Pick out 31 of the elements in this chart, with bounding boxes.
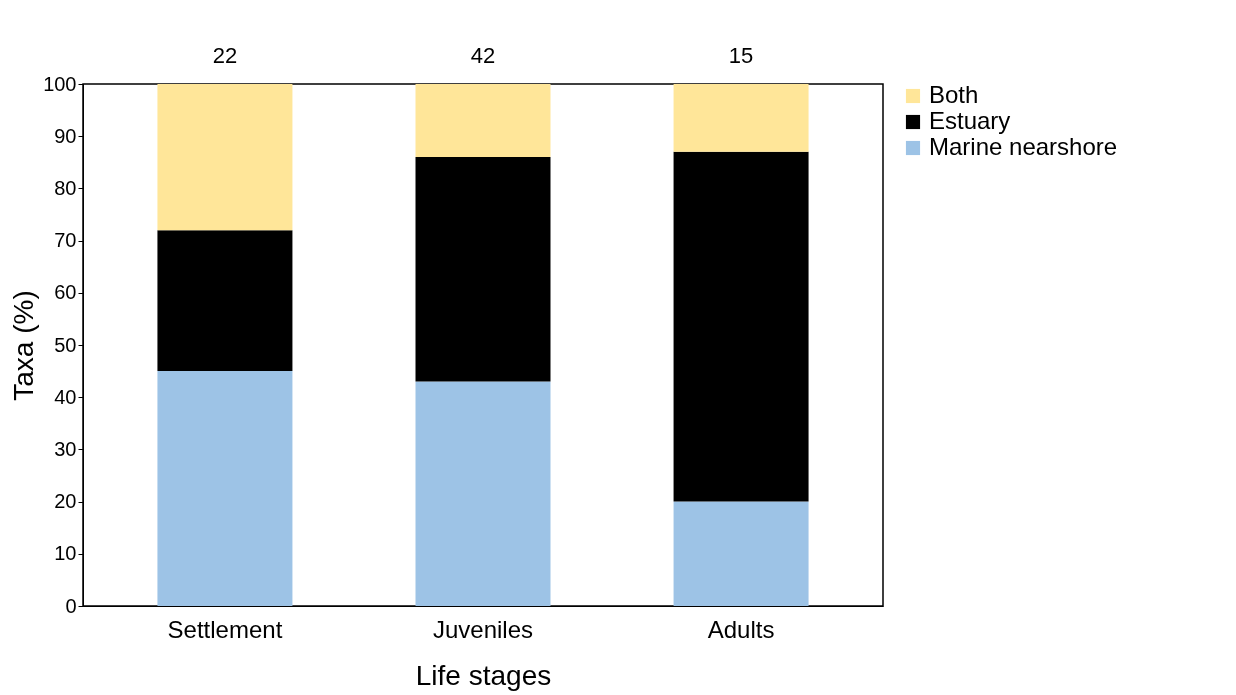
y-tick-label: 70 <box>54 229 77 252</box>
bar <box>415 157 551 382</box>
bar <box>673 501 809 606</box>
bar <box>415 84 551 158</box>
y-tick-label: 40 <box>54 385 77 408</box>
x-tick-label: Settlement <box>167 615 283 643</box>
annotation: 15 <box>728 43 754 68</box>
legend-label: Estuary <box>929 107 1011 134</box>
bar <box>415 381 551 606</box>
x-axis-title: Life stages <box>415 659 552 691</box>
y-tick-label: 60 <box>54 281 77 304</box>
y-tick-label: 30 <box>54 437 77 460</box>
bar <box>157 230 293 372</box>
legend-label: Marine nearshore <box>929 133 1118 160</box>
legend-label: Both <box>929 81 979 108</box>
x-tick-label: Juveniles <box>432 615 534 643</box>
bar <box>157 84 293 231</box>
y-tick-label: 20 <box>54 490 77 513</box>
y-tick-label: 100 <box>43 72 77 95</box>
bar <box>673 84 809 152</box>
y-tick-label: 10 <box>54 542 77 565</box>
y-axis-title: Taxa (%) <box>8 290 40 401</box>
y-tick-label: 80 <box>54 176 77 199</box>
y-tick-label: 0 <box>65 594 77 617</box>
x-tick-label: Adults <box>707 615 775 643</box>
y-tick-label: 90 <box>54 124 77 147</box>
bar <box>673 151 809 502</box>
annotation: 22 <box>212 43 238 68</box>
y-tick-label: 50 <box>54 333 77 356</box>
annotation: 42 <box>470 43 496 68</box>
bar <box>157 371 293 606</box>
